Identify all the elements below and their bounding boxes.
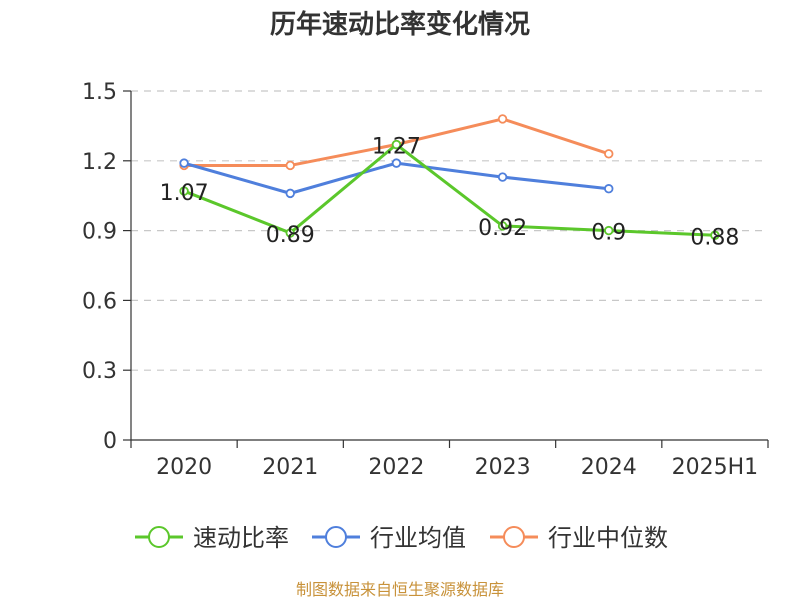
legend-label: 速动比率 [193, 524, 289, 552]
data-label: 0.9 [591, 221, 626, 246]
series-group [179, 114, 720, 240]
series-point-3 [604, 149, 614, 159]
data-label: 1.07 [160, 181, 209, 206]
series-point-3 [285, 160, 295, 171]
legend-label: 行业均值 [370, 524, 466, 552]
x-tick-label: 2023 [475, 455, 531, 480]
y-tick-label: 1.2 [82, 150, 117, 175]
x-tick-label: 2025H1 [672, 455, 759, 480]
series-point-3 [497, 114, 508, 124]
series-point-1 [285, 228, 295, 238]
grid [131, 90, 768, 371]
data-label: 0.92 [478, 216, 527, 241]
legend-marker [148, 526, 170, 548]
y-tick-label: 0 [103, 429, 117, 454]
series-point-1 [604, 225, 614, 236]
data-label: 0.89 [266, 223, 315, 248]
x-tick-label: 2022 [368, 455, 424, 480]
series-point-2 [285, 188, 295, 199]
x-axis: 2020 2021 2022 2023 2024 2025H1 [130, 439, 769, 480]
legend-label: 行业中位数 [548, 524, 668, 552]
series-point-2 [391, 158, 402, 168]
legend: 速动比率 行业均值 行业中位数 [135, 524, 668, 552]
series-point-1 [497, 221, 508, 231]
series-point-1 [391, 139, 402, 150]
data-label: 1.27 [372, 135, 421, 160]
legend-marker [325, 526, 347, 548]
y-tick-label: 1.5 [82, 80, 117, 105]
source-note: 制图数据来自恒生聚源数据库 [296, 580, 504, 599]
y-axis: 0 0.3 0.6 0.9 1.2 1.5 [82, 80, 132, 454]
x-tick-label: 2021 [262, 455, 318, 480]
y-tick-label: 0.9 [82, 220, 117, 245]
series-point-1 [710, 230, 720, 240]
x-tick-label: 2020 [156, 455, 212, 480]
series-point-2 [604, 184, 614, 194]
x-tick-label: 2024 [581, 455, 637, 480]
data-label: 0.88 [690, 225, 739, 250]
data-labels: 1.07 0.89 1.27 0.92 0.9 0.88 [160, 135, 740, 251]
series-line-1 [183, 143, 715, 237]
series-point-2 [179, 158, 189, 168]
series-point-1 [179, 186, 189, 196]
legend-marker [503, 526, 525, 548]
series-point-2 [497, 172, 508, 182]
chart-title: 历年速动比率变化情况 [270, 9, 530, 40]
y-tick-label: 0.3 [82, 359, 117, 384]
y-tick-label: 0.6 [82, 289, 117, 314]
